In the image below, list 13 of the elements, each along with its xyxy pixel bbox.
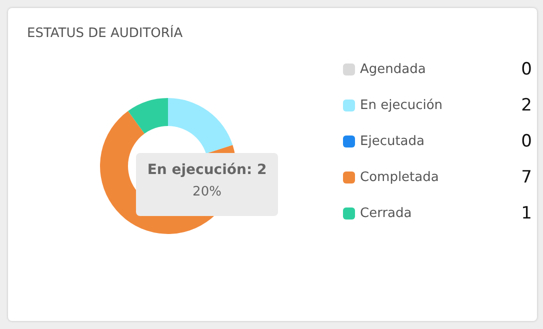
text: 20% (192, 184, 222, 200)
legend-label: Completada (360, 170, 439, 185)
chart-title: ESTATUS DE AUDITORÍA (27, 24, 183, 41)
legend-label: Ejecutada (360, 134, 424, 149)
data-label: 1 (521, 204, 532, 224)
legend-label: En ejecución (360, 98, 443, 113)
text: En ejecución: 2 (147, 162, 267, 178)
data-label: 7 (521, 168, 532, 188)
text: 0 (521, 132, 532, 152)
legend-label: Cerrada (360, 206, 412, 221)
legend-label: Agendada (360, 62, 426, 77)
text: 0 (521, 60, 532, 80)
data-label: 2 (521, 96, 532, 116)
